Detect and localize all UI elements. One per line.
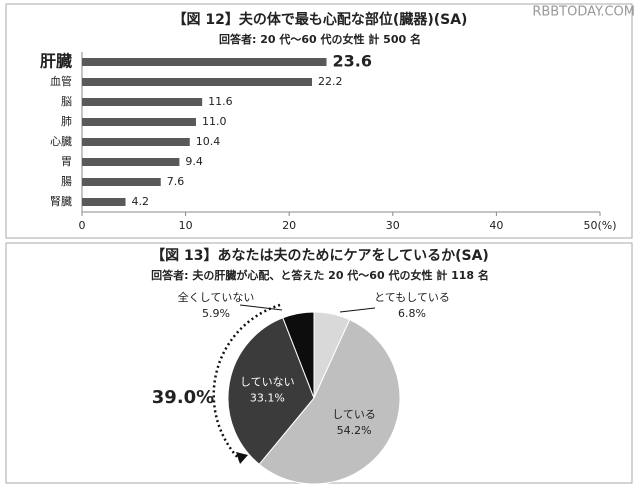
bar <box>82 58 327 66</box>
slice-label: 全くしていない <box>178 290 255 304</box>
watermark: RBBTODAY.COM <box>532 5 635 20</box>
bar <box>82 138 190 146</box>
bar <box>82 178 161 186</box>
y-tick-label: 血管 <box>50 74 72 88</box>
panel-frame <box>5 3 633 239</box>
x-tick-label: 40 <box>489 219 503 232</box>
data-label: 9.4 <box>185 155 203 168</box>
y-tick-label: 脳 <box>61 95 72 108</box>
arrow-head <box>236 452 248 464</box>
x-tick-label: 10 <box>179 219 193 232</box>
y-tick-label: 心臓 <box>50 135 72 148</box>
bar <box>82 198 126 206</box>
slice-label: していない <box>240 375 295 388</box>
chart-subtitle: 回答者: 夫の肝臓が心配、と答えた 20 代～60 代の女性 計 118 名 <box>151 268 489 282</box>
data-label: 54.2% <box>337 424 372 437</box>
pie-slice <box>227 317 315 465</box>
data-label: 23.6 <box>332 52 371 71</box>
data-label: 6.8% <box>398 307 426 320</box>
chart-title: 【図 13】あなたは夫のためにケアをしているか(SA) <box>151 247 489 264</box>
y-tick-label: 胃 <box>61 155 72 168</box>
x-tick-label: 0 <box>79 219 86 232</box>
chart-title: 【図 12】夫の体で最も心配な部位(臓器)(SA) <box>173 11 468 28</box>
y-tick-label: 肝臓 <box>40 52 72 71</box>
data-label: 7.6 <box>167 175 185 188</box>
data-label: 22.2 <box>318 75 343 88</box>
x-tick-label: 20 <box>282 219 296 232</box>
y-tick-label: 腎臓 <box>50 195 72 208</box>
data-label: 11.6 <box>208 95 233 108</box>
pie-slice <box>282 311 315 399</box>
pie-slice <box>258 319 401 485</box>
bar <box>82 78 312 86</box>
annotation: 39.0% <box>152 387 214 408</box>
y-tick-label: 腸 <box>61 175 72 188</box>
bar <box>82 158 180 166</box>
x-tick-label: 30 <box>386 219 400 232</box>
slice-label: とてもしている <box>374 291 450 304</box>
data-label: 10.4 <box>196 135 221 148</box>
data-label: 33.1% <box>250 391 285 404</box>
data-label: 4.2 <box>132 195 150 208</box>
bracket-arc <box>212 303 281 461</box>
bar <box>82 98 203 106</box>
x-tick-label: 50(%) <box>583 219 616 232</box>
chart-subtitle: 回答者: 20 代～60 代の女性 計 500 名 <box>219 32 421 46</box>
leader-line <box>339 307 376 313</box>
leader-line <box>239 304 283 311</box>
data-label: 11.0 <box>202 115 227 128</box>
data-label: 5.9% <box>202 307 230 320</box>
bar <box>82 118 196 126</box>
slice-label: している <box>332 408 376 421</box>
y-tick-label: 肺 <box>61 115 72 128</box>
